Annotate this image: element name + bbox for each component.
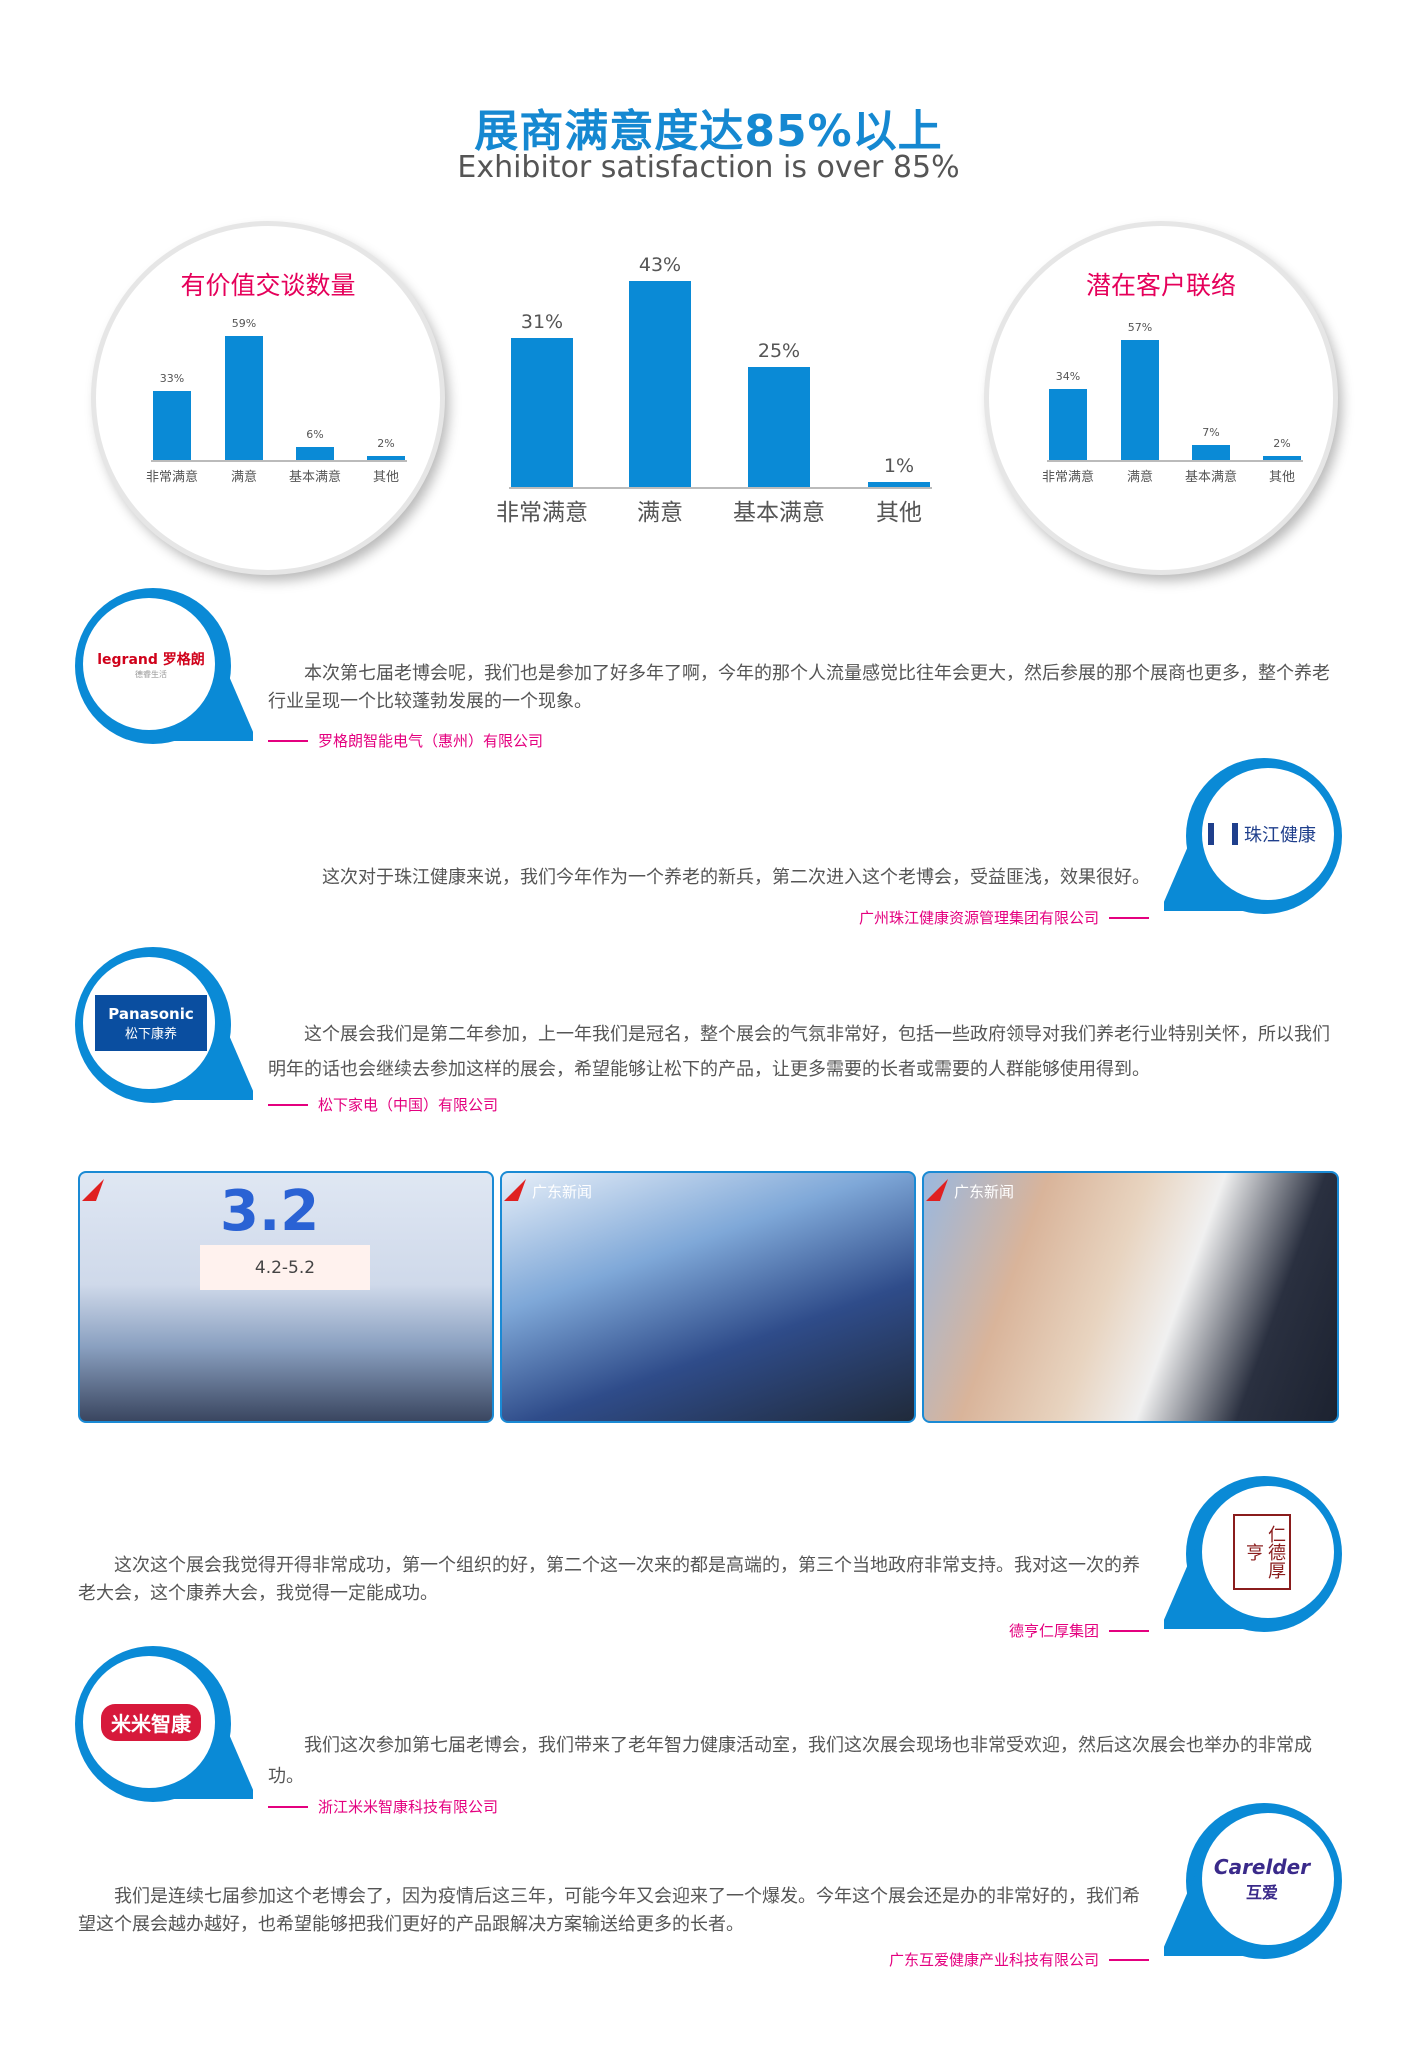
testimonial-text: 我们这次参加第七届老博会，我们带来了老年智力健康活动室，我们这次展会现场也非常受… (268, 1735, 1312, 1787)
logo-text: legrand 罗格朗 (97, 651, 205, 668)
page-title: 展商满意度达85%以上 (474, 106, 943, 157)
category-label: 非常满意 (1041, 470, 1094, 485)
logo-text: Carelder (1213, 1855, 1311, 1879)
bar-value-label: 7% (1202, 426, 1220, 440)
bar-基本满意 (296, 447, 334, 460)
bar-value-label: 1% (883, 455, 915, 478)
company-signature: 广州珠江健康资源管理集团有限公司 (859, 907, 1149, 928)
bar-value-label: 43% (638, 253, 682, 276)
photo-exhibitors-reading: 广东新闻 (922, 1171, 1339, 1423)
bar-非常满意 (511, 338, 573, 487)
category-label: 基本满意 (733, 500, 825, 526)
company-name: 广州珠江健康资源管理集团有限公司 (858, 909, 1099, 927)
signature-dash (268, 1805, 308, 1808)
testimonial-text: 我们是连续七届参加这个老博会了，因为疫情后这三年，可能今年又会迎来了一个爆发。今… (78, 1886, 1140, 1935)
bar-value-label: 57% (1127, 321, 1153, 335)
bar-value-label: 2% (1273, 436, 1291, 450)
bar-基本满意 (748, 367, 810, 487)
bar-基本满意 (1192, 445, 1230, 460)
speech-bubble-frame (75, 588, 253, 744)
signature-dash (268, 739, 308, 742)
category-label: 其他 (1268, 470, 1295, 485)
company-logo: 仁德厚亨 (1204, 1514, 1320, 1590)
category-label: 非常满意 (496, 500, 588, 526)
category-label: 非常满意 (145, 470, 198, 485)
company-signature: 广东互爱健康产业科技有限公司 (889, 1949, 1149, 1970)
speech-bubble-frame (1164, 758, 1342, 914)
category-label: 满意 (1126, 470, 1153, 485)
logo-subtext: 松下康养 (124, 1026, 177, 1042)
company-name: 松下家电（中国）有限公司 (318, 1096, 499, 1114)
chart-title: 潜在客户联络 (1085, 271, 1236, 300)
tv-logo-icon (925, 1179, 949, 1201)
chart-title: 有价值交谈数量 (180, 271, 356, 300)
category-label: 其他 (876, 500, 922, 526)
tv-logo-icon (503, 1179, 527, 1201)
hall-sign: 4.2-5.2 (200, 1245, 370, 1290)
logo-text: Panasonic (108, 1004, 194, 1023)
bar-非常满意 (153, 390, 191, 460)
testimonial-text: 这个展会我们是第二年参加，上一年我们是冠名，整个展会的气氛非常好，包括一些政府领… (268, 1024, 1330, 1080)
company-logo: 米米智康 (93, 1684, 209, 1760)
signature-dash (1109, 916, 1149, 919)
company-logo: 珠江健康 (1204, 796, 1320, 872)
testimonial-text: 这次这个展会我觉得开得非常成功，第一个组织的好，第二个这一次来的都是高端的，第三… (78, 1555, 1140, 1604)
company-logo: Panasonic 松下康养 (93, 985, 209, 1061)
company-logo: legrand 罗格朗 德睿生活 (93, 626, 209, 702)
hall-number: 3.2 (220, 1179, 320, 1244)
category-label: 满意 (637, 500, 683, 526)
company-logo: Carelder 互爱 (1204, 1841, 1320, 1917)
company-name: 德亨仁厚集团 (1008, 1622, 1099, 1640)
chart-circle (989, 226, 1333, 570)
chart-baseline (1047, 460, 1303, 462)
logo-subtext: 德睿生活 (135, 669, 167, 679)
bar-满意 (629, 280, 691, 487)
signature-dash (268, 1103, 308, 1106)
signature-dash (1109, 1958, 1149, 1961)
tv-logo-icon (81, 1179, 105, 1201)
photo-visitors-talking: 广东新闻 (500, 1171, 916, 1423)
bar-满意 (225, 336, 263, 460)
bar-value-label: 2% (377, 436, 395, 450)
news-watermark: 广东新闻 (532, 1183, 593, 1201)
logo-text: 米米智康 (101, 1703, 201, 1741)
company-signature: 浙江米米智康科技有限公司 (268, 1796, 498, 1817)
company-signature: 德亨仁厚集团 (1009, 1620, 1149, 1641)
bar-其他 (868, 482, 930, 487)
bar-value-label: 33% (159, 371, 185, 385)
category-label: 满意 (230, 470, 257, 485)
bar-value-label: 59% (231, 317, 257, 331)
bar-value-label: 25% (757, 340, 801, 362)
logo-text: 珠江健康 (1244, 825, 1316, 846)
signature-dash (1109, 1629, 1149, 1632)
company-name: 广东互爱健康产业科技有限公司 (888, 1951, 1099, 1969)
page-subtitle: Exhibitor satisfaction is over 85% (457, 150, 960, 185)
bar-value-label: 6% (306, 428, 324, 442)
bar-value-label: 31% (520, 311, 564, 334)
bar-其他 (1263, 455, 1301, 460)
category-label: 其他 (372, 470, 399, 485)
bar-value-label: 34% (1055, 369, 1081, 383)
company-name: 罗格朗智能电气（惠州）有限公司 (318, 732, 544, 750)
company-signature: 罗格朗智能电气（惠州）有限公司 (268, 730, 543, 751)
bar-非常满意 (1049, 388, 1087, 460)
bar-其他 (367, 455, 405, 460)
category-label: 基本满意 (288, 470, 341, 485)
zhujiang-mark-icon (1208, 823, 1238, 845)
bar-满意 (1121, 340, 1159, 460)
testimonial-text: 这次对于珠江健康来说，我们今年作为一个养老的新兵，第二次进入这个老博会，受益匪浅… (322, 867, 1150, 888)
category-label: 基本满意 (1184, 470, 1237, 485)
logo-text: 仁德厚亨 (1233, 1514, 1291, 1590)
company-signature: 松下家电（中国）有限公司 (268, 1094, 498, 1115)
company-name: 浙江米米智康科技有限公司 (318, 1798, 499, 1816)
chart-baseline (509, 487, 932, 489)
news-watermark: 广东新闻 (954, 1183, 1015, 1201)
photo-exhibition-hall: 3.2 4.2-5.2 (78, 1171, 494, 1423)
speech-bubble-frame (1164, 1803, 1342, 1959)
logo-subtext: 互爱 (1245, 1883, 1278, 1902)
chart-baseline (151, 460, 407, 462)
speech-bubble-frame (1164, 1476, 1342, 1632)
testimonial-text: 本次第七届老博会呢，我们也是参加了好多年了啊，今年的那个人流量感觉比往年会更大，… (268, 663, 1330, 712)
